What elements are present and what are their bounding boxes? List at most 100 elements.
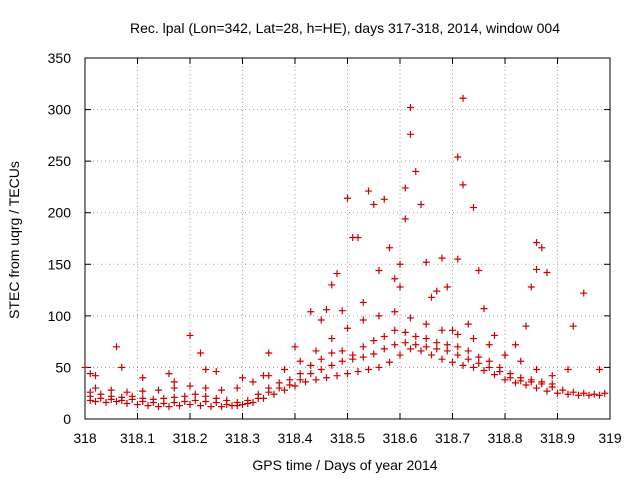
data-point	[438, 254, 446, 262]
data-point	[160, 394, 168, 402]
data-point	[517, 357, 525, 365]
data-point	[333, 372, 341, 380]
data-point	[86, 388, 94, 396]
data-point	[422, 258, 430, 266]
data-point	[344, 370, 351, 378]
data-point	[401, 328, 409, 336]
data-point	[165, 403, 173, 411]
data-point	[291, 343, 299, 351]
data-point	[533, 384, 540, 392]
y-axis-label: STEC from uqrg / TECUs	[6, 161, 22, 319]
data-point	[375, 266, 383, 274]
data-point	[464, 320, 472, 328]
data-point	[422, 320, 430, 328]
data-point	[391, 308, 399, 316]
data-point	[433, 339, 441, 347]
y-tick-label: 50	[55, 359, 71, 375]
data-point	[412, 341, 420, 349]
y-tick-label: 350	[48, 50, 72, 66]
data-point	[422, 343, 430, 351]
data-point	[501, 351, 509, 359]
data-point	[92, 384, 99, 392]
data-point	[506, 370, 514, 378]
data-point	[391, 275, 399, 283]
data-point	[139, 374, 147, 382]
data-point	[543, 269, 551, 277]
data-point	[533, 365, 540, 373]
y-tick-label: 200	[48, 205, 72, 221]
data-point	[454, 351, 462, 359]
data-point	[349, 351, 357, 359]
data-point	[113, 397, 120, 405]
data-point	[170, 378, 178, 386]
data-point	[470, 363, 477, 371]
data-point	[475, 359, 483, 367]
data-point	[218, 403, 225, 411]
data-point	[317, 316, 325, 324]
data-point	[569, 388, 577, 396]
data-point	[375, 363, 383, 371]
data-point	[218, 386, 225, 394]
data-point	[249, 378, 257, 386]
data-point	[307, 361, 315, 369]
data-point	[291, 382, 299, 390]
data-point	[207, 403, 215, 411]
data-point	[359, 316, 367, 324]
data-point	[270, 390, 278, 398]
data-point	[517, 374, 525, 382]
data-point	[396, 260, 404, 268]
data-point	[554, 389, 561, 397]
data-point	[401, 215, 409, 223]
data-point	[191, 390, 199, 398]
data-point	[391, 326, 399, 334]
data-point	[449, 326, 456, 334]
data-point	[580, 389, 588, 397]
data-point	[428, 293, 435, 301]
y-tick-label: 100	[48, 308, 72, 324]
data-point	[433, 345, 441, 353]
data-point	[186, 401, 194, 409]
data-point	[580, 289, 588, 297]
data-point	[464, 355, 472, 363]
data-point	[338, 357, 346, 365]
data-point	[454, 343, 462, 351]
chart-title: Rec. lpal (Lon=342, Lat=28, h=HE), days …	[130, 20, 560, 36]
y-tick-label: 250	[48, 153, 72, 169]
data-point	[396, 351, 404, 359]
data-point	[197, 349, 204, 357]
data-point	[296, 376, 304, 384]
data-point	[475, 353, 483, 361]
data-point	[548, 380, 556, 388]
data-point	[396, 283, 404, 291]
data-point	[512, 379, 519, 387]
data-point	[459, 94, 467, 102]
data-point	[281, 365, 288, 373]
data-points	[81, 94, 609, 411]
data-point	[328, 335, 336, 343]
data-point	[265, 384, 273, 392]
data-point	[365, 365, 372, 373]
data-point	[197, 402, 204, 410]
data-point	[323, 374, 330, 382]
data-point	[407, 104, 414, 112]
x-tick-label: 318.5	[330, 430, 365, 446]
x-tick-labels: 318 318.1 318.2 318.3 318.4 318.5 318.6 318.7 31…	[73, 430, 622, 446]
x-tick-label: 318	[73, 430, 97, 446]
data-point	[86, 370, 94, 378]
y-tick-labels: 0 50 100 150 200 250 300 350	[48, 50, 72, 427]
data-point	[386, 358, 393, 366]
data-point	[596, 391, 603, 399]
data-point	[433, 287, 441, 295]
data-point	[139, 387, 147, 395]
data-point	[181, 392, 189, 400]
data-point	[485, 363, 493, 371]
data-point	[480, 367, 488, 375]
data-point	[307, 370, 315, 378]
grid-lines	[85, 58, 610, 419]
data-point	[92, 397, 99, 405]
data-point	[123, 400, 131, 408]
data-point	[380, 195, 388, 203]
x-tick-label: 318.9	[540, 430, 575, 446]
data-point	[449, 358, 456, 366]
data-point	[527, 283, 535, 291]
